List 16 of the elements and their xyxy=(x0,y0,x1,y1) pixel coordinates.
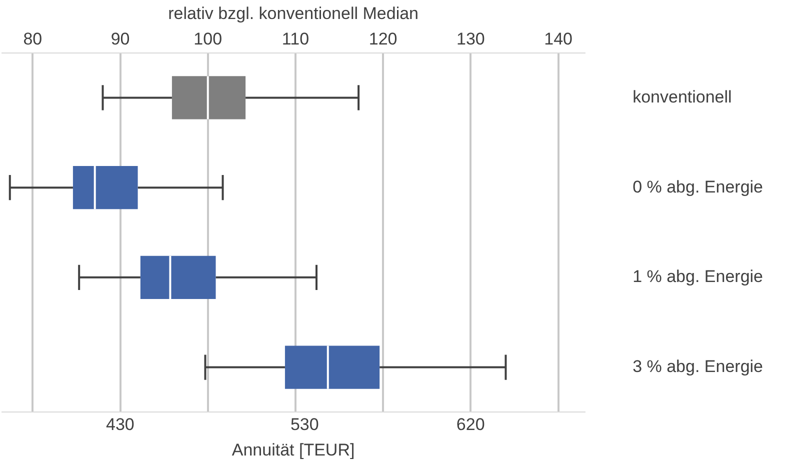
x2-tick-label: 140 xyxy=(544,29,572,48)
x2-tick-label: 130 xyxy=(456,29,485,48)
x2-tick-label: 90 xyxy=(110,29,130,48)
x2-tick-label: 110 xyxy=(282,29,310,48)
x-axis-title: Annuität [TEUR] xyxy=(232,440,355,460)
x2-tick-label: 120 xyxy=(368,29,398,48)
x-tick-label: 620 xyxy=(456,415,485,434)
y-tick-label: 1 % abg. Energie xyxy=(632,267,763,286)
x-tick-label: 430 xyxy=(106,415,134,434)
y-tick-label: konventionell xyxy=(632,87,732,106)
x2-tick-label: 100 xyxy=(194,29,222,48)
x-tick-label: 530 xyxy=(290,415,319,434)
y-tick-label: 0 % abg. Energie xyxy=(632,177,763,196)
x2-tick-label: 80 xyxy=(23,29,42,48)
y-tick-label: 3 % abg. Energie xyxy=(632,356,763,376)
x2-axis-title: relativ bzgl. konventionell Median xyxy=(168,4,418,23)
